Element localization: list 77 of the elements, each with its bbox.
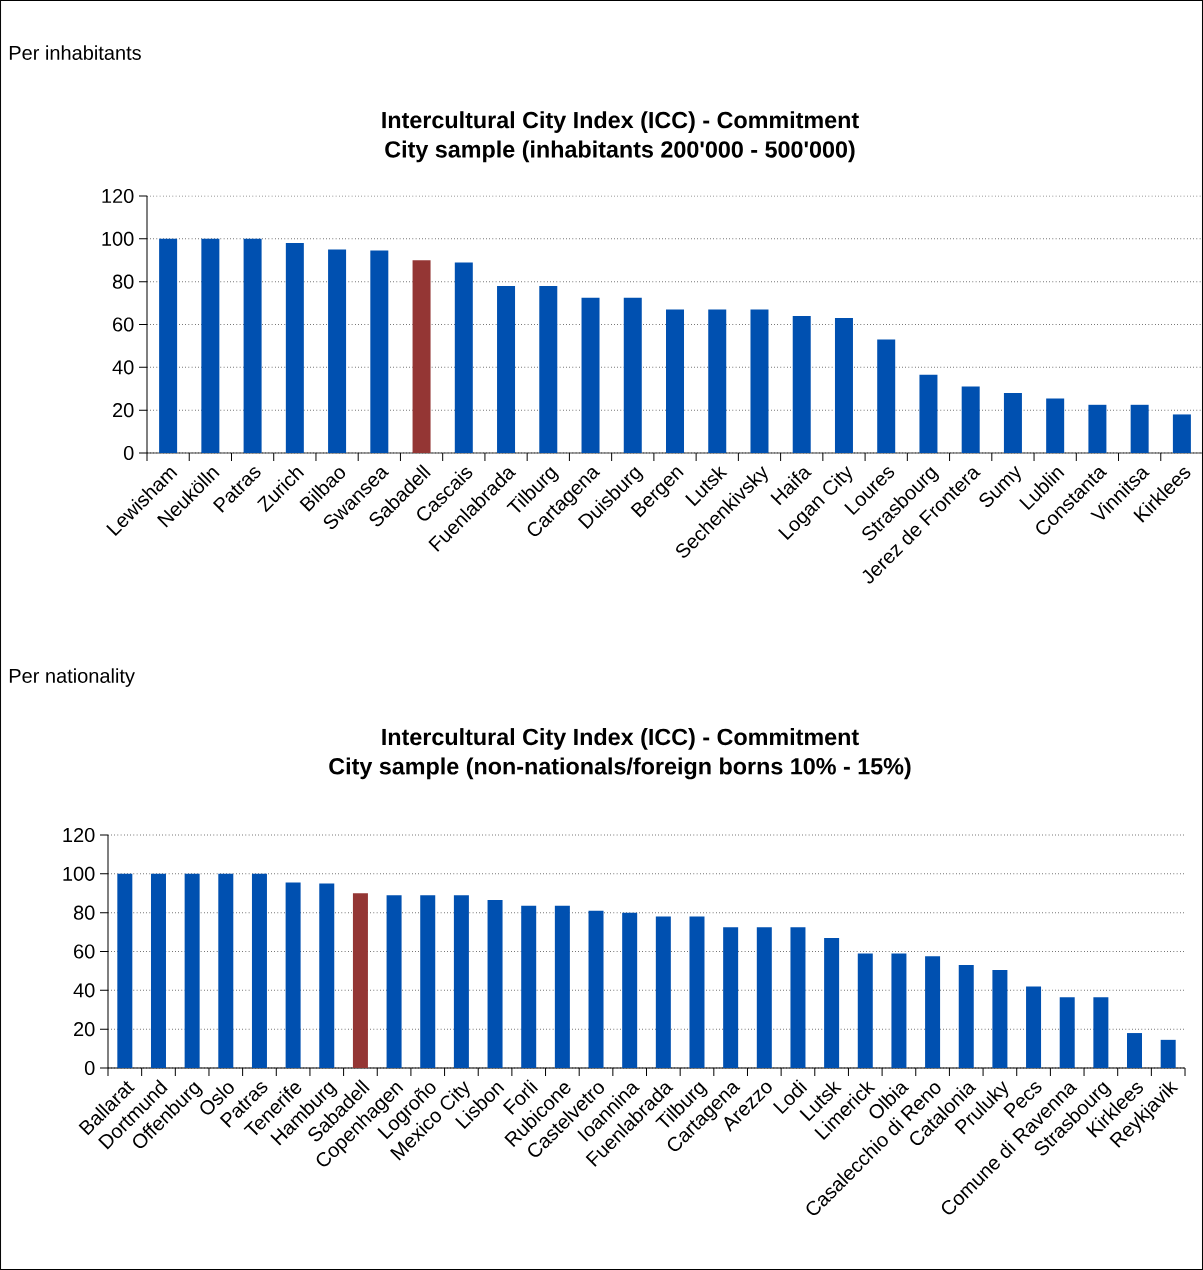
bar bbox=[708, 309, 727, 453]
bar bbox=[554, 905, 570, 1068]
bar bbox=[992, 969, 1008, 1068]
bar bbox=[218, 873, 234, 1068]
bar bbox=[1003, 393, 1022, 453]
bar bbox=[834, 318, 853, 453]
bar bbox=[386, 895, 402, 1068]
bar bbox=[1093, 997, 1109, 1068]
bar bbox=[184, 873, 200, 1068]
y-tick-label: 80 bbox=[112, 274, 134, 289]
y-tick-label: 40 bbox=[112, 360, 134, 375]
text: Per inhabitants bbox=[9, 45, 141, 60]
y-tick-label: 0 bbox=[84, 1060, 95, 1076]
y-tick-label: 60 bbox=[113, 317, 134, 332]
bar bbox=[824, 937, 840, 1068]
bar bbox=[251, 873, 267, 1068]
bar bbox=[1127, 1033, 1143, 1068]
bar bbox=[420, 895, 436, 1068]
bar bbox=[521, 905, 537, 1068]
bar bbox=[666, 309, 685, 453]
bar bbox=[117, 873, 133, 1068]
y-tick-label: 80 bbox=[73, 905, 95, 920]
bar bbox=[919, 374, 938, 453]
bar bbox=[750, 309, 769, 453]
chart-subtitle: City sample (non-nationals/foreign borns 10% - 15%) bbox=[329, 757, 911, 780]
y-tick-label: 120 bbox=[63, 827, 95, 843]
bar bbox=[792, 315, 811, 453]
bar bbox=[958, 965, 974, 1068]
bar bbox=[328, 249, 347, 453]
chart-title: Intercultural City Index (ICC) - Commitment bbox=[382, 728, 859, 750]
bar bbox=[352, 893, 368, 1068]
bar bbox=[588, 910, 604, 1068]
bar bbox=[655, 916, 671, 1068]
bar bbox=[150, 873, 166, 1068]
bar bbox=[756, 927, 772, 1068]
chart-subtitle: City sample (inhabitants 200'000 - 500'000) bbox=[385, 140, 855, 163]
y-tick-label: 100 bbox=[102, 231, 134, 246]
bar bbox=[454, 262, 473, 453]
text: Per nationality bbox=[9, 668, 135, 687]
bar bbox=[723, 927, 739, 1068]
bar bbox=[497, 285, 516, 453]
y-tick-label: 100 bbox=[63, 866, 95, 881]
bar bbox=[159, 238, 178, 453]
bar bbox=[790, 927, 806, 1068]
bar bbox=[243, 238, 262, 453]
bar bbox=[1172, 414, 1191, 453]
y-tick-label: 20 bbox=[113, 403, 134, 418]
bar bbox=[689, 916, 705, 1068]
bar bbox=[622, 912, 638, 1068]
y-tick-label: 120 bbox=[102, 188, 134, 204]
bar bbox=[581, 297, 600, 453]
bar bbox=[319, 883, 335, 1068]
bar bbox=[1130, 404, 1149, 453]
bar bbox=[370, 250, 389, 453]
bar bbox=[1160, 1039, 1176, 1068]
bar bbox=[961, 386, 980, 453]
bar bbox=[487, 900, 503, 1068]
bar bbox=[623, 297, 642, 453]
y-tick-label: 60 bbox=[74, 944, 95, 959]
y-tick-label: 40 bbox=[73, 983, 95, 998]
bar bbox=[1026, 986, 1042, 1068]
bar bbox=[453, 895, 469, 1068]
bar bbox=[857, 953, 873, 1068]
bar bbox=[285, 243, 304, 453]
bar bbox=[1088, 404, 1107, 453]
bar bbox=[877, 339, 896, 453]
bar bbox=[1059, 997, 1075, 1068]
bar bbox=[539, 285, 558, 453]
bar bbox=[925, 956, 941, 1068]
bar bbox=[891, 953, 907, 1068]
bar bbox=[201, 238, 220, 453]
bar bbox=[412, 260, 431, 453]
y-tick-label: 0 bbox=[123, 445, 134, 461]
y-tick-label: 20 bbox=[74, 1022, 95, 1037]
bar bbox=[285, 882, 301, 1068]
bar bbox=[1046, 398, 1065, 453]
chart-title: Intercultural City Index (ICC) - Commitment bbox=[382, 111, 859, 133]
